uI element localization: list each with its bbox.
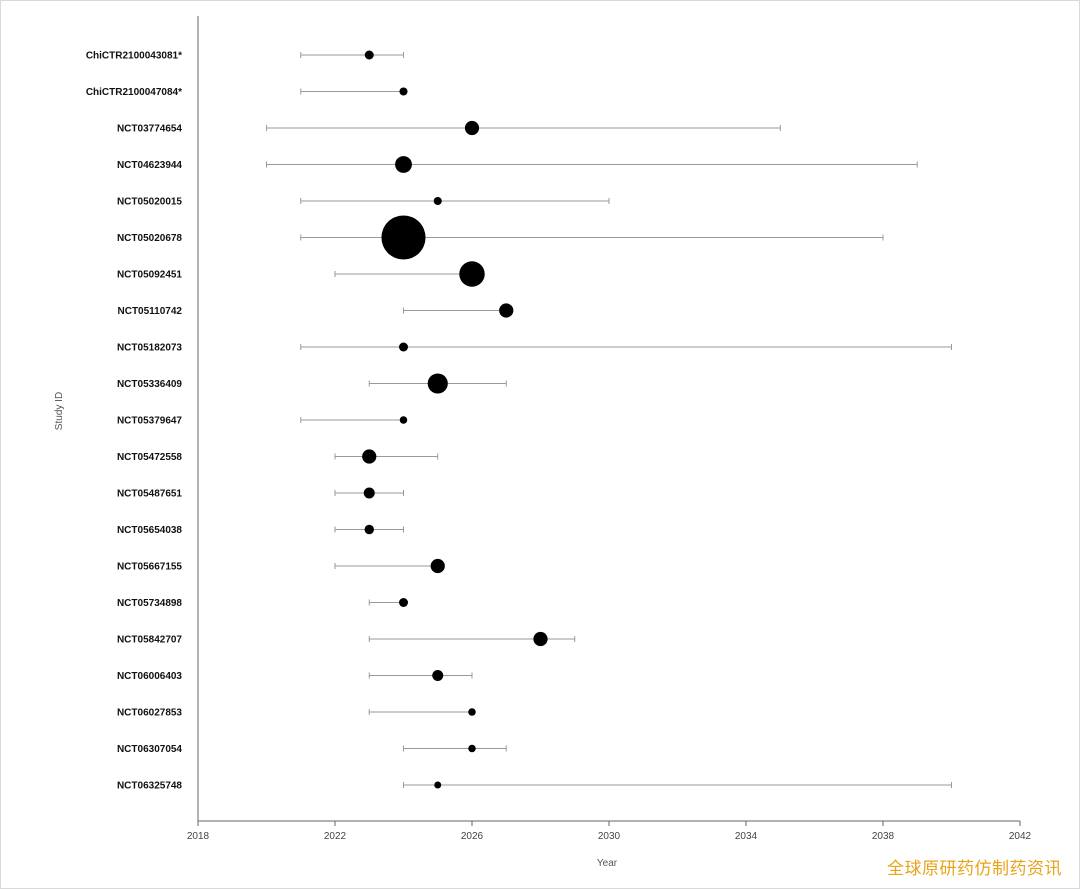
study-point: [381, 215, 426, 260]
study-row: [300, 88, 404, 95]
y-axis-title: Study ID: [54, 392, 65, 430]
study-row: [403, 307, 507, 314]
study-label: NCT05020015: [117, 197, 182, 208]
study-point: [399, 416, 408, 424]
study-point: [433, 196, 442, 206]
study-point: [399, 598, 408, 607]
study-label: NCT05487651: [117, 489, 182, 500]
study-label: NCT06027853: [117, 708, 182, 719]
interval-layer: [266, 52, 952, 788]
study-point: [399, 87, 408, 96]
x-axis-title: Year: [597, 858, 618, 869]
study-label-layer: ChiCTR2100043081* ChiCTR2100047084* NCT037…: [86, 51, 183, 792]
study-point: [363, 487, 375, 499]
study-row: [300, 417, 404, 423]
study-row: [300, 344, 952, 350]
x-tick-label: 2030: [598, 831, 621, 842]
study-label: ChiCTR2100047084*: [86, 87, 182, 98]
study-point: [395, 156, 412, 173]
study-row: [300, 52, 404, 58]
x-tick-layer: 2018 2022 2026 2030 2034 2038 2042: [187, 821, 1032, 842]
study-label: NCT04623944: [117, 160, 182, 171]
study-label: NCT05110742: [118, 306, 183, 317]
study-point: [434, 781, 442, 789]
x-tick-label: 2038: [872, 831, 895, 842]
x-tick-label: 2034: [735, 831, 758, 842]
x-tick-label: 2026: [461, 831, 484, 842]
study-label: NCT06325748: [117, 781, 182, 792]
study-row: [403, 782, 952, 788]
study-row: [334, 563, 439, 569]
study-label: NCT05379647: [117, 416, 182, 427]
study-label: NCT05472558: [117, 452, 182, 463]
study-point: [430, 558, 445, 574]
study-row: [368, 709, 473, 715]
study-label: NCT05336409: [117, 379, 182, 390]
study-point: [364, 524, 374, 535]
study-row: [334, 271, 473, 277]
point-layer: [362, 50, 548, 789]
study-point: [427, 373, 448, 394]
study-point: [499, 303, 514, 318]
study-row: [334, 453, 439, 460]
study-row: [368, 672, 473, 679]
study-point: [533, 631, 548, 647]
x-tick-label: 2018: [187, 831, 210, 842]
study-label: NCT05734898: [117, 598, 182, 609]
study-label: ChiCTR2100043081*: [86, 51, 182, 62]
study-row: [403, 745, 507, 752]
study-point: [464, 120, 480, 136]
study-label: NCT05667155: [117, 562, 182, 573]
study-point: [399, 342, 408, 352]
study-row: [266, 161, 918, 168]
study-label: NCT05182073: [117, 343, 182, 354]
study-point: [364, 50, 374, 60]
study-label: NCT05842707: [117, 635, 182, 646]
study-point: [468, 708, 476, 716]
study-label: NCT05654038: [117, 525, 182, 536]
study-row: [300, 198, 610, 204]
x-tick-label: 2042: [1009, 831, 1032, 842]
study-label: NCT06307054: [117, 744, 182, 755]
study-point: [432, 669, 444, 682]
study-point: [362, 449, 377, 464]
study-row: [368, 599, 404, 606]
study-point: [468, 744, 476, 753]
study-label: NCT05020678: [117, 233, 182, 244]
study-label: NCT05092451: [117, 270, 182, 281]
watermark-text: 全球原研药仿制药资讯: [887, 859, 1062, 879]
axes-layer: [197, 16, 1020, 822]
study-row: [266, 125, 781, 131]
study-point: [459, 261, 485, 287]
study-label: NCT06006403: [117, 671, 182, 682]
x-tick-label: 2022: [324, 831, 347, 842]
study-label: NCT03774654: [117, 124, 182, 135]
